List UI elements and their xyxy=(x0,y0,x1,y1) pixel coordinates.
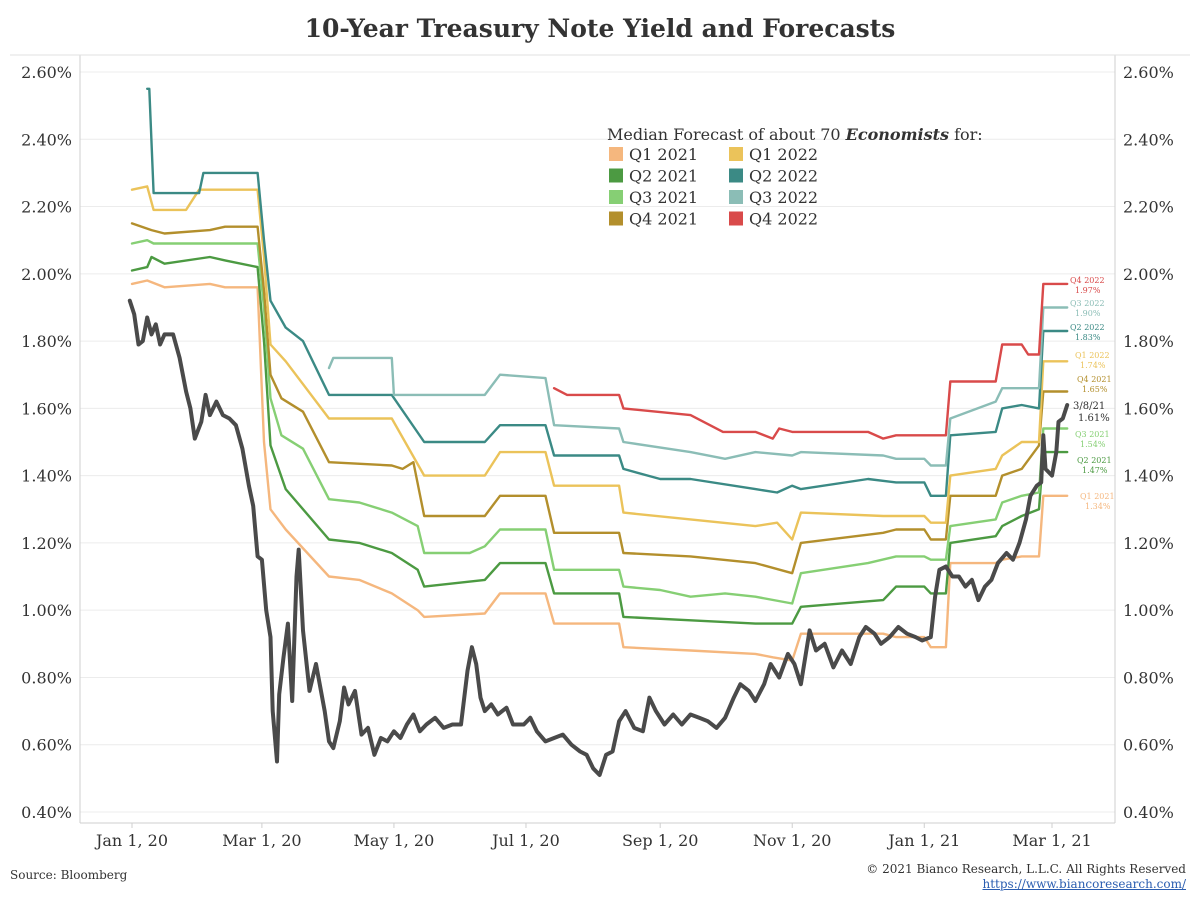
end-label-name: Q2 2022 xyxy=(1070,323,1105,332)
chart-title: 10-Year Treasury Note Yield and Forecast… xyxy=(304,14,896,43)
legend-swatch xyxy=(729,211,743,226)
end-label-value: 1.54% xyxy=(1080,440,1106,449)
legend-label: Q1 2021 xyxy=(629,145,698,164)
y-tick-label-right: 2.00% xyxy=(1123,265,1174,284)
legend-label: Q4 2021 xyxy=(629,210,698,229)
end-label-name: Q4 2022 xyxy=(1070,276,1105,285)
source-note: Source: Bloomberg xyxy=(10,868,128,882)
y-tick-label-right: 1.20% xyxy=(1123,534,1174,553)
axes: 0.40% 0.40% 0.60% 0.60% 0.80% 0.80% 1.00% 1.00%… xyxy=(10,54,1190,850)
series-line-q1-2021 xyxy=(130,279,1069,662)
end-label-value: 1.83% xyxy=(1075,333,1101,342)
copyright-text: © 2021 Bianco Research, L.L.C. All Right… xyxy=(866,862,1186,876)
y-tick-label-left: 0.40% xyxy=(21,803,72,822)
series-line-q1-2022 xyxy=(130,185,1069,541)
x-tick-label: May 1, 20 xyxy=(354,831,435,850)
y-tick-label-right: 1.00% xyxy=(1123,601,1174,620)
y-tick-label-right: 2.40% xyxy=(1123,130,1174,149)
x-tick-label: Jul 1, 20 xyxy=(490,831,560,850)
end-label-name: Q1 2022 xyxy=(1075,351,1110,360)
end-label-value: 1.61% xyxy=(1078,413,1110,424)
end-label-name: 3/8/21 xyxy=(1073,401,1105,412)
y-tick-label-left: 0.60% xyxy=(21,736,72,755)
y-tick-label-left: 1.00% xyxy=(21,601,72,620)
legend-swatch xyxy=(609,168,623,183)
legend-swatch xyxy=(729,168,743,183)
end-label-name: Q3 2021 xyxy=(1075,430,1110,439)
series-layer xyxy=(127,87,1070,777)
series-line-q3-2022 xyxy=(327,306,1069,467)
series-line-q2-2022 xyxy=(146,87,1069,497)
legend-swatch xyxy=(609,147,623,161)
end-label-name: Q1 2021 xyxy=(1080,492,1115,501)
y-tick-label-right: 0.60% xyxy=(1123,736,1174,755)
series-line-q4-2022 xyxy=(552,282,1069,440)
y-tick-label-right: 0.80% xyxy=(1123,668,1174,687)
y-tick-label-left: 2.60% xyxy=(21,63,72,82)
y-tick-label-left: 1.40% xyxy=(21,467,72,486)
end-label-value: 1.34% xyxy=(1085,502,1111,511)
y-tick-label-right: 1.80% xyxy=(1123,332,1174,351)
y-tick-label-right: 1.60% xyxy=(1123,399,1174,418)
legend-label: Q1 2022 xyxy=(749,145,818,164)
series-line-q2-2021 xyxy=(130,255,1069,625)
legend-label: Q2 2021 xyxy=(629,167,698,186)
x-tick-label: Jan 1, 21 xyxy=(886,831,960,850)
y-tick-label-left: 2.40% xyxy=(21,130,72,149)
end-label-value: 1.65% xyxy=(1082,385,1108,394)
copyright-block: © 2021 Bianco Research, L.L.C. All Right… xyxy=(866,862,1186,892)
y-tick-label-left: 1.20% xyxy=(21,534,72,553)
end-label-name: Q2 2021 xyxy=(1077,456,1112,465)
legend-swatch xyxy=(609,190,623,204)
end-label-value: 1.74% xyxy=(1080,361,1106,370)
y-tick-label-right: 2.20% xyxy=(1123,198,1174,217)
x-tick-label: Jan 1, 20 xyxy=(94,831,168,850)
y-tick-label-right: 1.40% xyxy=(1123,467,1174,486)
grid-lines xyxy=(80,71,1115,813)
legend-swatch xyxy=(609,211,623,226)
end-label-value: 1.90% xyxy=(1075,309,1101,318)
legend: Median Forecast of about 70 Economists f… xyxy=(607,125,983,229)
y-tick-label-right: 2.60% xyxy=(1123,63,1174,82)
end-label-value: 1.97% xyxy=(1075,286,1101,295)
end-label-value: 1.47% xyxy=(1082,466,1108,475)
legend-label: Q4 2022 xyxy=(749,210,818,229)
x-tick-label: Sep 1, 20 xyxy=(622,831,698,850)
legend-label: Q3 2022 xyxy=(749,188,818,207)
x-tick-label: Mar 1, 20 xyxy=(222,831,301,850)
end-label-name: Q3 2022 xyxy=(1070,299,1105,308)
legend-label: Q2 2022 xyxy=(749,167,818,186)
legend-swatch xyxy=(729,147,743,161)
legend-label: Q3 2021 xyxy=(629,188,698,207)
y-tick-label-left: 1.60% xyxy=(21,399,72,418)
legend-swatch xyxy=(729,190,743,204)
y-tick-label-left: 1.80% xyxy=(21,332,72,351)
series-line-q4-2021 xyxy=(130,222,1069,575)
x-tick-label: Mar 1, 21 xyxy=(1012,831,1091,850)
series-line-q3-2021 xyxy=(130,239,1069,605)
website-link[interactable]: https://www.biancoresearch.com/ xyxy=(982,877,1186,891)
legend-title: Median Forecast of about 70 Economists f… xyxy=(607,125,983,144)
y-tick-label-left: 2.00% xyxy=(21,265,72,284)
x-tick-label: Nov 1, 20 xyxy=(753,831,831,850)
y-tick-label-left: 0.80% xyxy=(21,668,72,687)
y-tick-label-right: 0.40% xyxy=(1123,803,1174,822)
y-tick-label-left: 2.20% xyxy=(21,198,72,217)
series-line-10-year-yield xyxy=(127,298,1070,777)
end-label-name: Q4 2021 xyxy=(1077,375,1112,384)
